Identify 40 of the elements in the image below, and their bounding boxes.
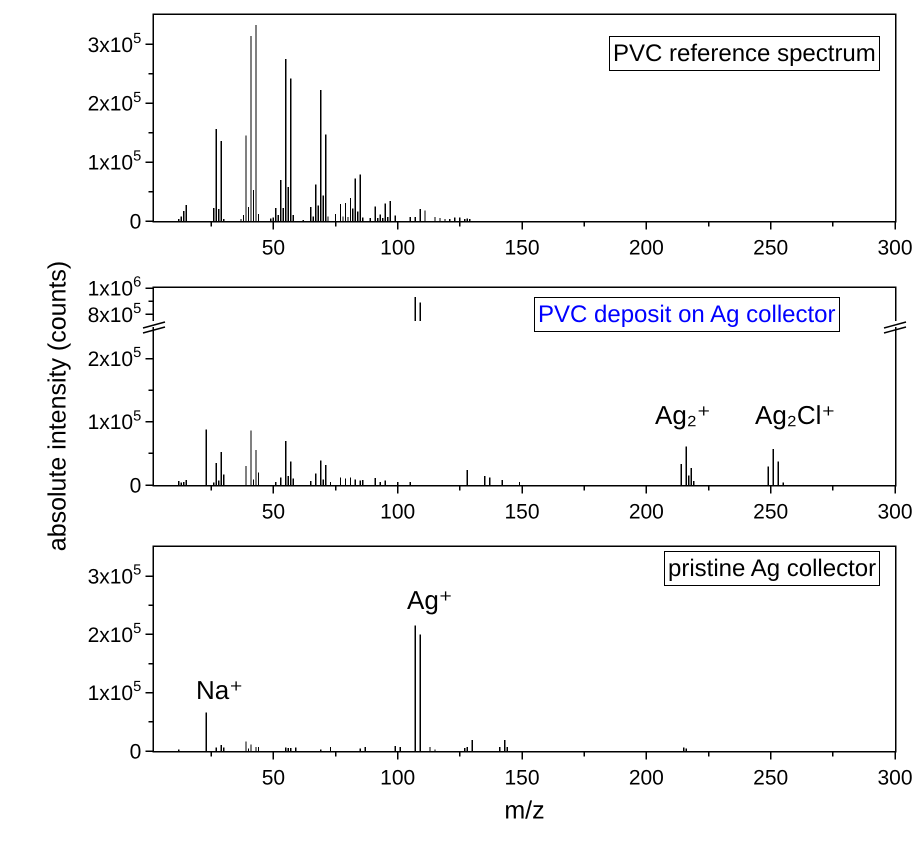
y-tick-label: 1x10$^{5}$ (88, 679, 142, 706)
x-tick-label: 300 (877, 766, 913, 790)
x-tick-label: 250 (753, 500, 788, 524)
x-tick-label: 300 (877, 236, 913, 260)
x-tick-label: 200 (628, 766, 664, 790)
x-tick-label: 150 (504, 500, 540, 524)
annotation: pristine Ag collector (668, 555, 876, 582)
x-tick-label: 50 (262, 236, 286, 260)
x-tick-label: 200 (628, 236, 664, 260)
y-tick-label: 1x10$^{6}$ (88, 274, 142, 300)
x-tick-label: 50 (262, 500, 286, 524)
annotation: Ag₂⁺ (655, 400, 711, 430)
annotation: PVC reference spectrum (613, 40, 876, 67)
y-tick-label: 0 (130, 210, 142, 234)
x-tick-label: 300 (877, 500, 913, 524)
x-tick-label: 100 (380, 766, 416, 790)
x-tick-label: 100 (380, 236, 416, 260)
x-tick-label: 250 (753, 236, 788, 260)
y-tick-label: 2x10$^{5}$ (88, 90, 142, 116)
annotation: Ag⁺ (407, 585, 453, 615)
annotation: Na⁺ (196, 675, 243, 705)
x-tick-label: 100 (380, 500, 416, 524)
y-tick-label: 0 (130, 740, 142, 764)
y-tick-label: 0 (130, 474, 142, 498)
y-tick-label: 8x10$^{5}$ (88, 300, 142, 327)
annotation: Ag₂Cl⁺ (755, 400, 836, 430)
x-tick-label: 150 (504, 236, 540, 260)
y-tick-label: 2x10$^{5}$ (88, 345, 142, 371)
x-tick-label: 250 (753, 766, 788, 790)
annotation: PVC deposit on Ag collector (538, 301, 836, 328)
y-tick-label: 3x10$^{5}$ (88, 562, 142, 588)
x-tick-label: 50 (262, 766, 286, 790)
y-tick-label: 2x10$^{5}$ (88, 620, 142, 647)
y-tick-label: 3x10$^{5}$ (88, 30, 142, 57)
x-tick-label: 150 (504, 766, 540, 790)
y-tick-label: 1x10$^{5}$ (88, 408, 142, 434)
y-tick-label: 1x10$^{5}$ (88, 148, 142, 174)
y-axis-title: absolute intensity (counts) (44, 260, 72, 552)
x-tick-label: 200 (628, 500, 664, 524)
x-axis-title: m/z (504, 796, 545, 824)
